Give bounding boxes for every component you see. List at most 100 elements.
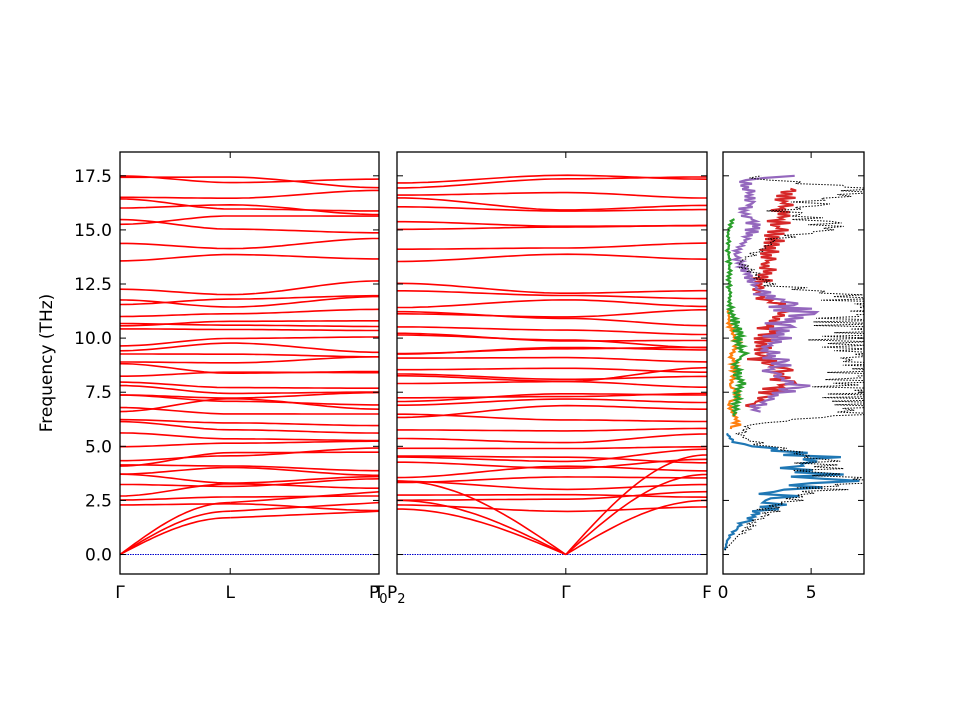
panel-2-band-line	[397, 332, 707, 342]
panel-1-band-line	[120, 440, 379, 448]
panel-2-band-line	[397, 191, 707, 199]
panel-2-band-line	[397, 334, 707, 349]
ytick-label: 2.5	[85, 491, 112, 511]
panel-2-band-line	[397, 455, 707, 464]
ytick-label: 12.5	[74, 275, 112, 295]
panel-1-band-line	[120, 342, 379, 354]
panel-2-band-line	[397, 220, 707, 227]
panel-2-band-line	[397, 445, 707, 450]
panel-2-band-line	[397, 356, 707, 363]
panel-1-band-line	[120, 328, 379, 332]
ytick-label: 5.0	[85, 437, 112, 457]
panel-1-band-line	[120, 478, 379, 488]
panel-2-band-line	[397, 448, 707, 463]
break-label-P2: P2	[387, 583, 406, 607]
panel-1-band-line	[120, 295, 379, 308]
panel-2-acoustic-branch	[565, 499, 707, 556]
panel-2-acoustic-branch	[397, 508, 567, 556]
panel-1-band-line	[120, 503, 379, 512]
dos-series-line	[723, 432, 860, 551]
panel-1-band-line	[120, 384, 379, 395]
panel-2-acoustic-branch	[565, 454, 707, 556]
panel-2-band-line	[397, 326, 707, 336]
dos-series-line	[745, 187, 798, 409]
panel-1-band-line	[120, 218, 379, 234]
panel-2-band-line	[397, 433, 707, 444]
ytick-label: 0.0	[85, 546, 112, 566]
panel-2-bands	[397, 174, 707, 556]
panel-1-band-line	[120, 336, 379, 347]
panel-2-band-line	[397, 367, 707, 373]
panel-1-band-line	[120, 320, 379, 327]
panel-1-band-line	[120, 203, 379, 216]
panel-1-band-line	[120, 280, 379, 296]
panel-1-band-line	[120, 391, 379, 399]
panel-2-band-line	[397, 309, 707, 318]
panel-2-band-line	[397, 346, 707, 355]
panel-1-band-line	[120, 381, 379, 389]
panel-1-band-line	[120, 253, 379, 262]
panel-1-acoustic-branch	[230, 510, 379, 519]
panel-2-band-line	[397, 290, 707, 300]
panel-1-band-line	[120, 432, 379, 442]
panel-1-acoustic-branch	[230, 491, 379, 504]
panel-2-band-line	[397, 206, 707, 212]
break-label-P2-letter: P	[387, 583, 397, 603]
panel-2-band-line	[397, 197, 707, 211]
panel-1-band-line	[120, 464, 379, 472]
y-axis-label: Frequency (THz)	[37, 294, 57, 433]
band-panel-gamma-L-T: 0.0 2.5 5.0 7.5 10.0 12.5 15.0 17.5 Γ L T	[74, 151, 385, 603]
panel-1-band-line	[120, 175, 379, 184]
panel-2-band-line	[397, 174, 707, 184]
panel-1-band-line	[120, 356, 379, 364]
panel-1-acoustic-branch	[120, 510, 231, 556]
panel-2-band-line	[397, 480, 707, 491]
xtick-label: L	[225, 583, 235, 603]
panel-1-band-line	[120, 447, 379, 462]
panel-2-frame	[396, 151, 708, 575]
panel-2-band-line	[397, 392, 707, 399]
dos-xtick-label: 0	[718, 583, 729, 603]
panel-2-band-line	[397, 398, 707, 406]
panel-2-band-line	[397, 242, 707, 250]
panel-1-band-line	[120, 451, 379, 467]
panel-1-band-line	[120, 237, 379, 250]
ytick-label: 7.5	[85, 383, 112, 403]
panel-2-band-line	[397, 253, 707, 263]
panel-1-band-line	[120, 362, 379, 374]
dos-series-line	[724, 218, 751, 417]
ytick-label: 15.0	[74, 221, 112, 241]
panel-1-band-line	[120, 418, 379, 427]
panel-2-band-line	[397, 282, 707, 294]
break-label-P0-letter: P	[369, 583, 379, 603]
panel-2-band-line	[397, 490, 707, 501]
break-label-P2-subscript: 2	[397, 592, 405, 607]
panel-1-band-line	[120, 483, 379, 497]
panel-1-band-line	[120, 294, 379, 306]
panel-1-band-line	[120, 189, 379, 199]
panel-1-band-line	[120, 353, 379, 358]
dos-curves	[723, 174, 864, 551]
panel-1-band-line	[120, 308, 379, 318]
panel-2-band-line	[397, 366, 707, 383]
ytick-label: 10.0	[74, 329, 112, 349]
panel-1-acoustic-branch	[230, 501, 379, 512]
dos-xtick-label: 5	[806, 583, 817, 603]
panel-1-band-line	[120, 406, 379, 415]
panel-2-band-line	[397, 427, 707, 432]
panel-1-band-line	[120, 198, 379, 212]
panel-1-bands	[120, 175, 379, 556]
panel-1-acoustic-branch	[120, 501, 231, 556]
xtick-label: T	[373, 583, 385, 603]
panel-1-band-line	[120, 473, 379, 484]
panel-2-band-line	[397, 299, 707, 309]
panel-1-band-line	[120, 397, 379, 413]
panel-2-band-line	[397, 458, 707, 469]
panel-2-acoustic-branch	[397, 499, 567, 556]
panel-2-band-line	[397, 310, 707, 327]
panel-1-band-line	[120, 466, 379, 477]
ytick-label: 17.5	[74, 167, 112, 187]
dos-panel-frame	[722, 151, 865, 575]
